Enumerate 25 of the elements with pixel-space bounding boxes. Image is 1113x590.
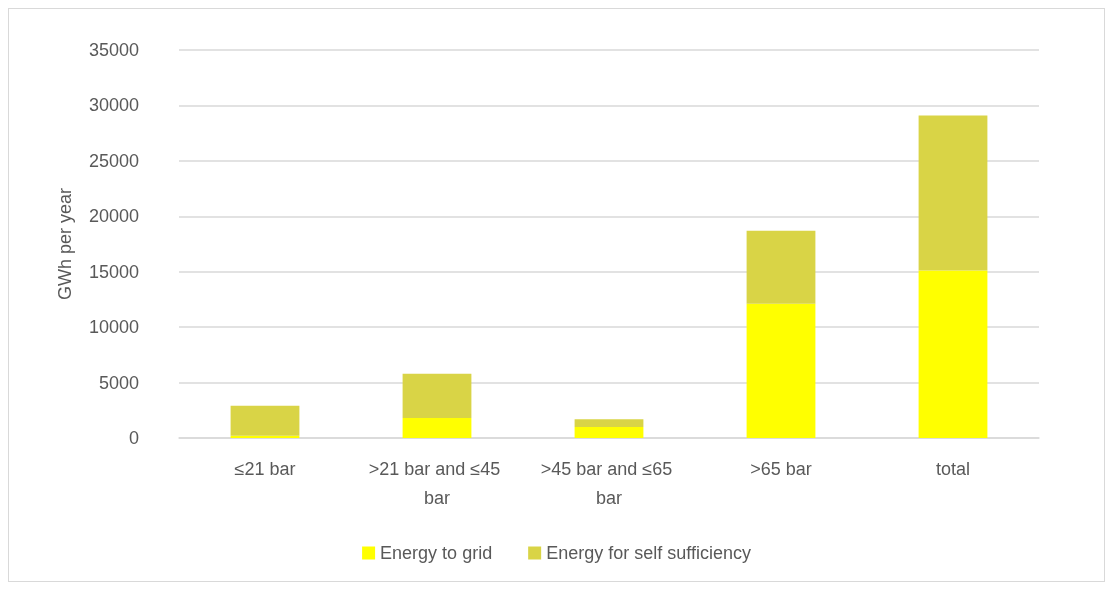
bar — [918, 270, 988, 438]
x-tick-label: >45 bar and ≤65 bar — [540, 458, 678, 508]
x-tick-label: total — [935, 458, 971, 479]
bar — [746, 230, 816, 304]
bar — [574, 419, 644, 427]
y-axis-title: GWh per year — [55, 187, 75, 301]
y-tick-label: 25000 — [88, 150, 139, 171]
x-tick-label: ≤21 bar — [234, 458, 296, 479]
y-tick-label: 0 — [128, 428, 139, 448]
bar — [402, 373, 472, 419]
bar — [402, 418, 472, 438]
legend-label: Energy for self sufficiency — [546, 543, 751, 563]
x-tick-label: >65 bar — [750, 458, 812, 479]
y-tick-label: 30000 — [88, 95, 139, 116]
y-tick-label: 20000 — [88, 206, 139, 227]
legend-label: Energy to grid — [380, 543, 493, 563]
bar — [230, 405, 300, 436]
x-tick-label: >21 bar and ≤45 bar — [368, 458, 506, 508]
bar — [918, 115, 988, 271]
y-tick-label: 15000 — [88, 261, 139, 282]
bar — [746, 303, 816, 438]
bar — [574, 426, 644, 438]
y-tick-label: 10000 — [88, 317, 139, 338]
y-tick-label: 5000 — [98, 372, 139, 393]
y-tick-label: 35000 — [88, 40, 139, 60]
